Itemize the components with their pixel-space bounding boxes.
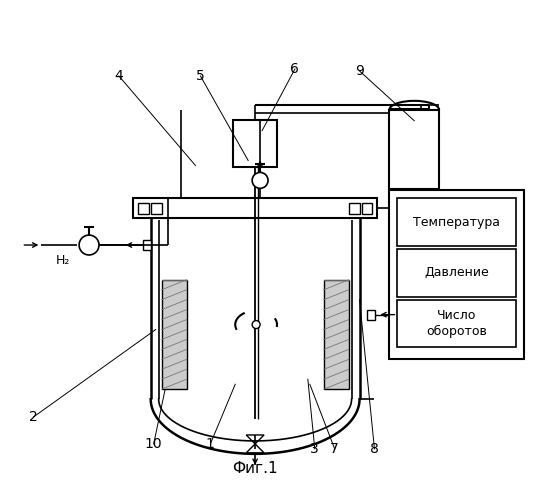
Text: 8: 8 bbox=[370, 442, 379, 456]
Bar bbox=[397, 300, 516, 348]
Bar bbox=[324, 280, 348, 389]
Bar bbox=[397, 249, 516, 296]
Bar bbox=[389, 190, 524, 360]
Circle shape bbox=[252, 320, 260, 328]
Circle shape bbox=[79, 235, 99, 255]
Text: 4: 4 bbox=[115, 69, 123, 83]
Bar bbox=[151, 204, 162, 214]
Bar bbox=[143, 240, 151, 250]
Text: 1: 1 bbox=[206, 437, 215, 451]
Bar bbox=[367, 310, 376, 320]
Bar bbox=[362, 204, 372, 214]
Text: Температура: Температура bbox=[413, 216, 500, 228]
Bar bbox=[162, 280, 187, 389]
Text: 6: 6 bbox=[290, 62, 299, 76]
Text: 7: 7 bbox=[330, 442, 339, 456]
Polygon shape bbox=[246, 435, 264, 444]
Text: 9: 9 bbox=[355, 64, 364, 78]
Text: 2: 2 bbox=[29, 410, 38, 424]
Text: 10: 10 bbox=[145, 437, 162, 451]
Bar bbox=[397, 198, 516, 246]
Bar bbox=[133, 198, 377, 218]
Text: Давление: Давление bbox=[424, 266, 489, 280]
Bar bbox=[348, 204, 360, 214]
Text: Число
оборотов: Число оборотов bbox=[426, 309, 487, 338]
Bar bbox=[233, 120, 278, 168]
Bar bbox=[138, 204, 148, 214]
Text: 3: 3 bbox=[310, 442, 319, 456]
Text: 5: 5 bbox=[196, 69, 205, 83]
Text: Фиг.1: Фиг.1 bbox=[232, 462, 278, 476]
Text: H₂: H₂ bbox=[56, 254, 70, 268]
Circle shape bbox=[252, 172, 268, 188]
Polygon shape bbox=[246, 444, 264, 453]
Bar bbox=[389, 110, 439, 190]
